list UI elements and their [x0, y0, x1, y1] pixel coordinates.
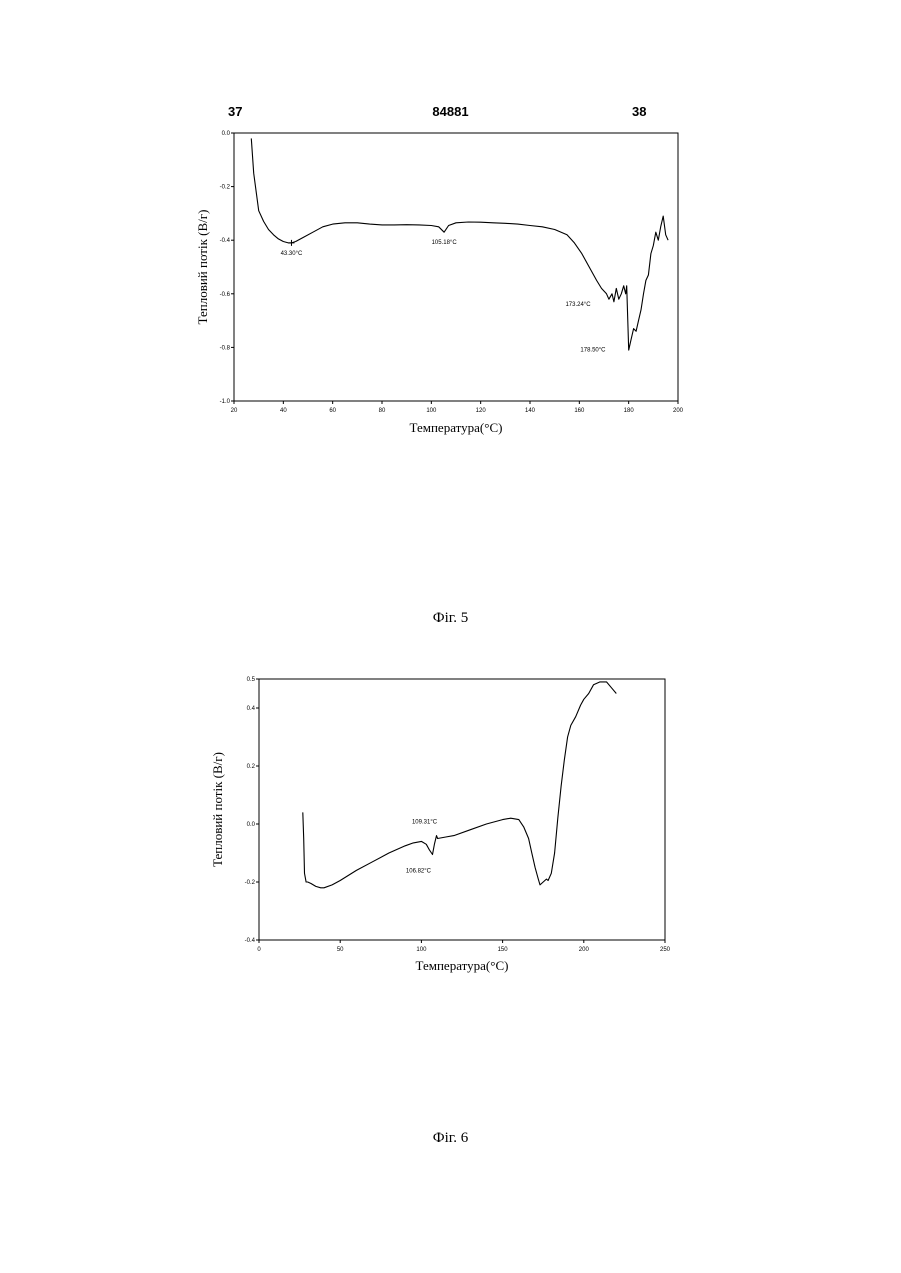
- x-tick-label: 50: [337, 947, 344, 953]
- figure-caption-6: Фіг. 6: [0, 1130, 901, 1147]
- peak-annotation: 106.82°C: [406, 868, 432, 874]
- x-tick-label: 200: [579, 947, 590, 953]
- x-tick-label: 150: [498, 947, 509, 953]
- x-tick-label: 100: [416, 947, 427, 953]
- y-tick-label: -0.2: [245, 880, 256, 886]
- y-tick-label: 0.2: [247, 764, 256, 770]
- dsc-chart-fig6: 0 50 100 150 200 250 0.5 0.4 0.2 0.0 -0.2 -0.4 Темпе…: [0, 0, 901, 1000]
- x-tick-label: 250: [660, 947, 671, 953]
- y-tick-label: -0.4: [245, 938, 256, 944]
- y-tick-label: 0.5: [247, 677, 256, 683]
- x-tick-label: 0: [257, 947, 261, 953]
- x-axis-title: Температура(°C): [416, 958, 509, 973]
- series-line: [303, 682, 617, 888]
- figure-caption-5: Фіг. 5: [0, 610, 901, 627]
- y-tick-label: 0.0: [247, 822, 256, 828]
- y-axis-title: Тепловий потік (В/г): [210, 752, 225, 867]
- peak-annotation: 109.31°C: [412, 820, 438, 826]
- y-tick-label: 0.4: [247, 706, 256, 712]
- plot-frame: [259, 679, 665, 940]
